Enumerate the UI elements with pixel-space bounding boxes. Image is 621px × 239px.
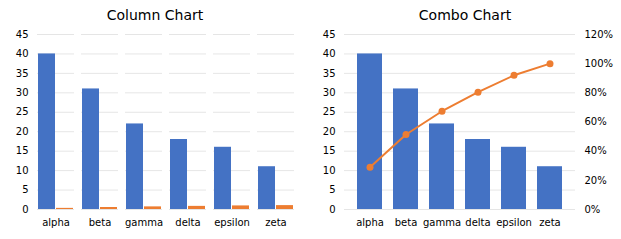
svg-text:gamma: gamma xyxy=(423,217,461,228)
svg-text:10: 10 xyxy=(323,165,336,176)
html-text:Column Chart: Column Chart xyxy=(106,7,204,23)
svg-text:60%: 60% xyxy=(585,116,607,127)
svg-text:45: 45 xyxy=(323,29,336,40)
svg-text:10: 10 xyxy=(16,165,29,176)
svg-text:40: 40 xyxy=(16,48,29,59)
svg-text:15: 15 xyxy=(323,145,336,156)
svg-text:40%: 40% xyxy=(585,145,607,156)
svg-text:zeta: zeta xyxy=(539,217,560,228)
svg-text:alpha: alpha xyxy=(42,217,70,228)
svg-text:beta: beta xyxy=(395,217,418,228)
svg-text:5: 5 xyxy=(329,184,335,195)
svg-text:gamma: gamma xyxy=(125,217,163,228)
svg-text:epsilon: epsilon xyxy=(214,217,250,228)
svg-text:20: 20 xyxy=(16,126,29,137)
svg-text:20%: 20% xyxy=(585,175,607,186)
svg-text:25: 25 xyxy=(16,106,29,117)
svg-text:35: 35 xyxy=(16,68,29,79)
svg-text:40: 40 xyxy=(323,48,336,59)
svg-text:80%: 80% xyxy=(585,87,607,98)
svg-text:30: 30 xyxy=(16,87,29,98)
svg-text:0%: 0% xyxy=(585,204,601,215)
svg-text:5: 5 xyxy=(22,184,28,195)
svg-text:0: 0 xyxy=(329,204,335,215)
svg-text:25: 25 xyxy=(323,106,336,117)
svg-text:20: 20 xyxy=(323,126,336,137)
svg-text:35: 35 xyxy=(323,68,336,79)
svg-text:0: 0 xyxy=(22,204,28,215)
svg-text:alpha: alpha xyxy=(356,217,384,228)
html-text:Combo Chart: Combo Chart xyxy=(418,7,512,23)
svg-text:45: 45 xyxy=(16,29,29,40)
svg-text:120%: 120% xyxy=(585,29,614,40)
svg-text:100%: 100% xyxy=(585,58,614,69)
svg-text:30: 30 xyxy=(323,87,336,98)
svg-text:delta: delta xyxy=(465,217,490,228)
svg-text:delta: delta xyxy=(175,217,200,228)
svg-text:beta: beta xyxy=(89,217,112,228)
svg-text:epsilon: epsilon xyxy=(496,217,532,228)
svg-text:zeta: zeta xyxy=(265,217,286,228)
svg-text:15: 15 xyxy=(16,145,29,156)
